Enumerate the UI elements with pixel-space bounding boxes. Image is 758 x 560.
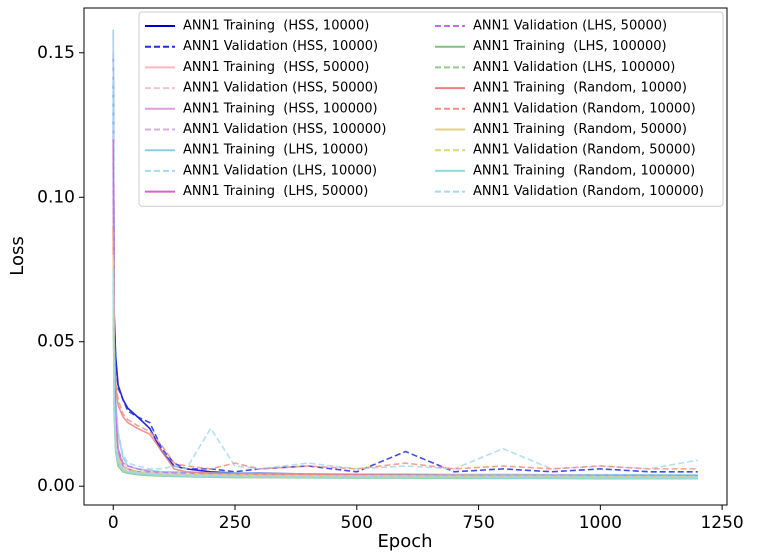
legend-label: ANN1 Training (LHS, 50000) [183,184,368,199]
legend-label: ANN1 Training (LHS, 100000) [473,39,667,54]
legend-label: ANN1 Validation (LHS, 100000) [473,60,675,75]
legend-label: ANN1 Training (HSS, 50000) [183,60,369,75]
y-tick-label: 0.05 [37,332,75,352]
legend-label: ANN1 Validation (Random, 100000) [473,184,704,199]
legend-label: ANN1 Training (Random, 10000) [473,81,687,96]
series-line [112,283,698,480]
y-tick-label: 0.10 [37,187,75,207]
legend-box [138,11,724,207]
series-line [112,260,698,478]
series-line [112,275,698,478]
series-line [112,226,698,480]
x-tick-label: 500 [341,513,373,533]
legend-label: ANN1 Validation (HSS, 10000) [183,39,378,54]
series-line [112,231,698,470]
legend-label: ANN1 Training (HSS, 100000) [183,101,378,116]
y-tick-label: 0.00 [37,476,75,496]
x-tick-label: 1000 [579,513,622,533]
legend-label: ANN1 Validation (LHS, 50000) [473,19,667,34]
legend-label: ANN1 Validation (LHS, 10000) [183,163,377,178]
legend-label: ANN1 Validation (HSS, 50000) [183,81,378,96]
x-tick-label: 1250 [700,513,743,533]
legend-label: ANN1 Validation (HSS, 100000) [183,122,386,137]
series-line [112,197,698,479]
series-line [112,226,698,477]
legend-label: ANN1 Validation (Random, 50000) [473,143,696,158]
legend-label: ANN1 Training (HSS, 10000) [183,19,369,34]
series-line [112,289,698,479]
plot-frame [83,7,728,506]
legend-label: ANN1 Training (Random, 50000) [473,122,687,137]
series-line [112,231,698,479]
legend-label: ANN1 Training (Random, 100000) [473,163,695,178]
x-tick-label: 750 [462,513,494,533]
x-axis-label: Epoch [377,531,432,552]
y-tick-label: 0.15 [37,43,75,63]
legend-label: ANN1 Training (LHS, 10000) [183,143,368,158]
y-axis-label: Loss [7,236,28,275]
series-line [112,211,698,478]
series-line [112,269,698,480]
legend-label: ANN1 Validation (Random, 10000) [473,101,696,116]
x-tick-label: 0 [108,513,119,533]
x-tick-label: 250 [219,513,251,533]
